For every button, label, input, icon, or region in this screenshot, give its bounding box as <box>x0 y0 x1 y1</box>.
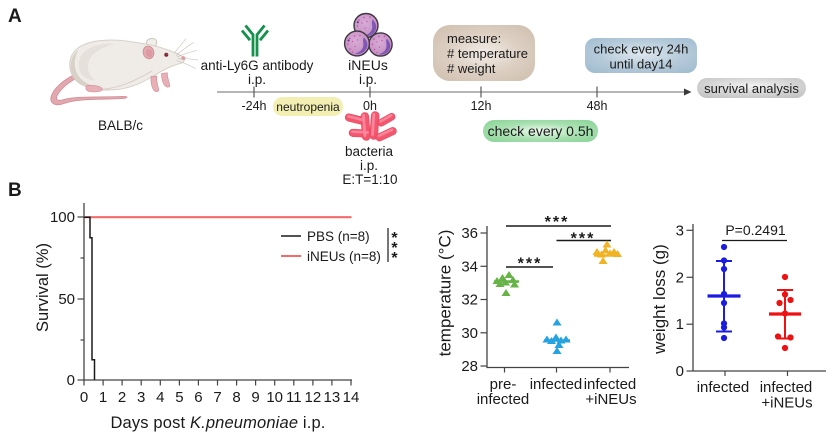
svg-text:12: 12 <box>305 389 322 406</box>
svg-text:check every 0.5h: check every 0.5h <box>488 123 594 139</box>
svg-text:PBS (n=8): PBS (n=8) <box>307 229 370 244</box>
svg-text:***: *** <box>518 255 543 272</box>
svg-text:infected: infected <box>760 379 813 396</box>
svg-text:BALB/c: BALB/c <box>98 118 143 133</box>
svg-text:temperature (°C): temperature (°C) <box>436 230 455 357</box>
svg-text:9: 9 <box>251 389 259 406</box>
svg-text:8: 8 <box>232 389 240 406</box>
svg-text:32: 32 <box>461 292 478 309</box>
svg-text:+iNEUs: +iNEUs <box>761 395 812 412</box>
svg-text:i.p.: i.p. <box>360 158 378 173</box>
svg-text:0h: 0h <box>363 99 377 113</box>
svg-text:E:T=1:10: E:T=1:10 <box>342 172 397 187</box>
svg-text:7: 7 <box>213 389 221 406</box>
svg-text:1: 1 <box>99 389 107 406</box>
svg-text:iNEUs: iNEUs <box>348 57 388 73</box>
svg-text:i.p.: i.p. <box>359 72 377 87</box>
svg-text:12h: 12h <box>471 99 492 113</box>
svg-text:3: 3 <box>137 389 145 406</box>
svg-text:30: 30 <box>461 325 478 342</box>
svg-text:0: 0 <box>67 372 75 389</box>
svg-text:10: 10 <box>266 389 283 406</box>
svg-text:13: 13 <box>324 389 341 406</box>
svg-text:0: 0 <box>676 363 684 380</box>
svg-text:2: 2 <box>118 389 126 406</box>
svg-text:1: 1 <box>676 316 684 333</box>
svg-text:+iNEUs: +iNEUs <box>585 391 636 408</box>
svg-text:infected: infected <box>697 379 750 396</box>
svg-text:-24h: -24h <box>241 99 266 113</box>
svg-text:***: *** <box>545 214 570 231</box>
svg-text:A: A <box>8 6 22 27</box>
svg-text:2: 2 <box>676 269 684 286</box>
svg-text:B: B <box>8 180 22 201</box>
svg-text:infected: infected <box>584 376 637 393</box>
svg-text:5: 5 <box>175 389 183 406</box>
svg-text:11: 11 <box>286 389 302 406</box>
svg-text:infected: infected <box>477 391 530 408</box>
svg-text:i.p.: i.p. <box>248 72 266 87</box>
svg-text:0: 0 <box>80 389 88 406</box>
svg-text:measure:: measure: <box>447 31 501 46</box>
svg-text:Days post K.pneumoniae i.p.: Days post K.pneumoniae i.p. <box>110 414 325 432</box>
svg-text:50: 50 <box>58 291 75 308</box>
svg-text:anti-Ly6G antibody: anti-Ly6G antibody <box>201 58 314 73</box>
svg-text:# temperature: # temperature <box>447 46 528 61</box>
svg-text:4: 4 <box>156 389 164 406</box>
svg-text:*: * <box>391 250 398 267</box>
svg-text:until day14: until day14 <box>610 57 673 72</box>
svg-text:3: 3 <box>676 222 684 239</box>
svg-text:48h: 48h <box>587 99 608 113</box>
svg-text:check every 24h: check every 24h <box>594 42 689 57</box>
svg-text:neutropenia: neutropenia <box>276 100 340 114</box>
svg-text:34: 34 <box>461 258 478 275</box>
svg-text:100: 100 <box>50 209 75 226</box>
svg-text:*: * <box>391 230 398 247</box>
svg-text:***: *** <box>571 230 596 247</box>
svg-text:28: 28 <box>461 358 478 375</box>
svg-text:*: * <box>391 240 398 257</box>
svg-text:14: 14 <box>343 389 360 406</box>
svg-text:pre-: pre- <box>490 376 517 393</box>
svg-text:bacteria: bacteria <box>345 144 394 159</box>
svg-text:6: 6 <box>194 389 202 406</box>
svg-text:survival analysis: survival analysis <box>704 81 799 96</box>
svg-text:P=0.2491: P=0.2491 <box>725 222 786 238</box>
svg-text:weight loss (g): weight loss (g) <box>650 244 669 355</box>
svg-text:infected: infected <box>530 376 583 393</box>
svg-text:iNEUs (n=8): iNEUs (n=8) <box>307 249 381 264</box>
svg-text:Survival (%): Survival (%) <box>34 243 52 332</box>
svg-text:# weight: # weight <box>447 61 496 76</box>
svg-text:36: 36 <box>461 225 478 242</box>
